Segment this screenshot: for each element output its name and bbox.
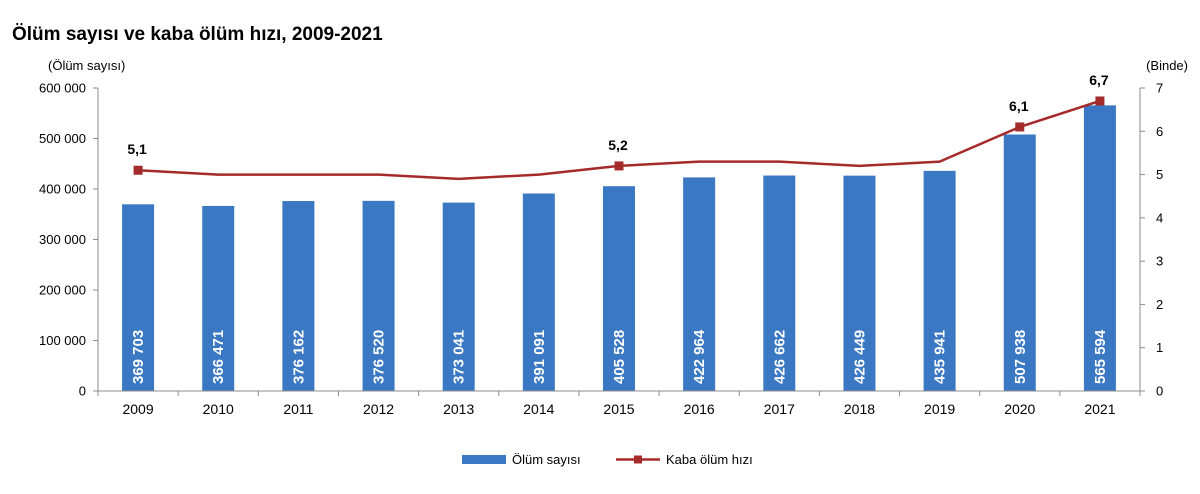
x-tick-label: 2016 [684, 401, 715, 417]
x-tick-label: 2018 [844, 401, 875, 417]
right-tick-label: 6 [1156, 124, 1163, 139]
x-tick-label: 2012 [363, 401, 394, 417]
bar-value-label: 426 662 [771, 330, 788, 384]
bar [282, 201, 315, 391]
bar-value-label: 373 041 [451, 330, 468, 384]
left-tick-label: 100 000 [39, 333, 86, 348]
right-tick-label: 1 [1156, 340, 1163, 355]
right-tick-label: 7 [1156, 81, 1163, 96]
x-tick-label: 2020 [1004, 401, 1035, 417]
rate-marker [133, 165, 143, 175]
bar-value-label: 366 471 [210, 330, 227, 384]
bar [763, 175, 796, 391]
bar [1003, 134, 1036, 391]
bar [202, 205, 235, 391]
left-tick-label: 300 000 [39, 232, 86, 247]
right-tick-label: 0 [1156, 384, 1163, 399]
bar-value-label: 565 594 [1092, 329, 1109, 384]
legend-bar-label: Ölüm sayısı [512, 452, 581, 467]
x-tick-label: 2013 [443, 401, 474, 417]
legend-line-marker [634, 455, 642, 464]
x-tick-label: 2019 [924, 401, 955, 417]
axes [97, 88, 1141, 392]
x-tick-label: 2017 [764, 401, 795, 417]
left-tick-label: 600 000 [39, 81, 86, 96]
bar-value-label: 391 091 [531, 330, 548, 384]
bar-value-label: 507 938 [1012, 330, 1029, 384]
chart-title: Ölüm sayısı ve kaba ölüm hızı, 2009-2021 [12, 24, 383, 45]
left-tick-label: 400 000 [39, 182, 86, 197]
bar-value-label: 376 162 [290, 330, 307, 384]
left-tick-label: 200 000 [39, 283, 86, 298]
x-axis-ticks: 2009 2010 2011 2012 2013 2014 2015 2016 2017 2018… [97, 391, 1141, 417]
bar-series: 369 703 366 471 376 162 376 520 373 041 391 0… [122, 105, 1116, 391]
bar [683, 177, 716, 391]
rate-value-label: 5,2 [608, 137, 628, 153]
right-axis-unit: (Binde) [1146, 58, 1188, 73]
bar [122, 204, 155, 391]
left-axis-ticks: 0 100 000 200 000 300 000 400 000 500 000 600 … [39, 81, 98, 399]
legend-line-label: Kaba ölüm hızı [666, 452, 753, 467]
x-tick-label: 2011 [283, 401, 313, 417]
right-tick-label: 3 [1156, 254, 1163, 269]
legend: Ölüm sayısı Kaba ölüm hızı [462, 452, 753, 467]
line-series: 5,1 5,2 6,1 6,7 [127, 72, 1109, 181]
bar-value-label: 369 703 [130, 330, 147, 384]
left-tick-label: 500 000 [39, 131, 86, 146]
rate-marker [1015, 122, 1025, 132]
x-tick-label: 2009 [122, 401, 153, 417]
bar [442, 202, 475, 391]
bar [362, 200, 395, 391]
rate-value-label: 5,1 [127, 141, 147, 157]
left-axis-unit: (Ölüm sayısı) [48, 58, 125, 73]
legend-bar-swatch [462, 455, 506, 464]
right-tick-label: 5 [1156, 167, 1163, 182]
left-tick-label: 0 [79, 384, 86, 399]
bar [522, 193, 555, 391]
x-tick-label: 2014 [523, 401, 554, 417]
rate-marker [614, 161, 624, 171]
bar [1083, 105, 1116, 391]
bar-value-label: 435 941 [932, 330, 949, 384]
bar [603, 186, 635, 391]
bar-value-label: 422 964 [691, 329, 708, 384]
right-axis-ticks: 0 1 2 3 4 5 6 7 [1140, 81, 1163, 399]
rate-marker [1095, 96, 1105, 106]
bar-value-label: 376 520 [371, 330, 388, 384]
x-tick-label: 2015 [603, 401, 634, 417]
bar [843, 175, 876, 391]
rate-value-label: 6,1 [1009, 98, 1029, 114]
bar [923, 170, 956, 391]
right-tick-label: 2 [1156, 297, 1163, 312]
bar-value-label: 405 528 [611, 330, 628, 384]
rate-value-label: 6,7 [1089, 72, 1109, 88]
bar-value-label: 426 449 [851, 330, 868, 384]
right-tick-label: 4 [1156, 210, 1163, 225]
x-tick-label: 2021 [1084, 401, 1115, 417]
x-tick-label: 2010 [203, 401, 234, 417]
